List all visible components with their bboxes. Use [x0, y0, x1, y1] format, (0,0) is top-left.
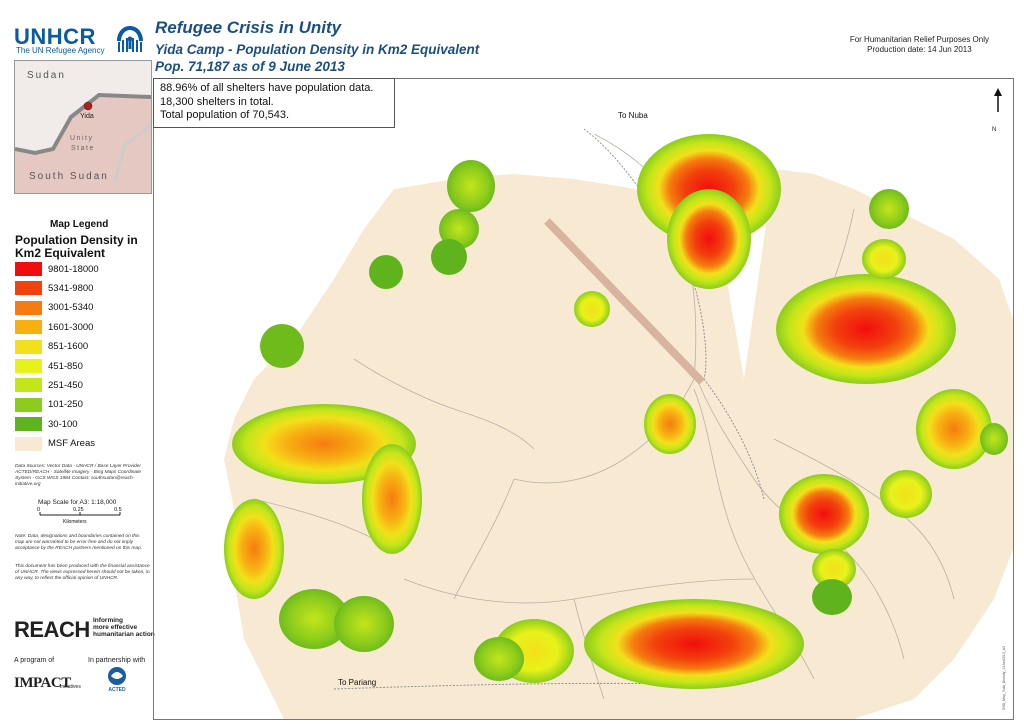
unhcr-logo-text: UNHCR	[14, 24, 96, 49]
production-date: Production date: 14 Jun 2013	[867, 45, 972, 54]
legend-swatch	[15, 281, 42, 296]
acted-logo-icon: ACTED	[108, 667, 126, 693]
scale-label: Map Scale for A3: 1:18,000	[38, 499, 117, 506]
reach-tagline: Informing more effective humanitarian ac…	[93, 617, 155, 638]
purpose-note: For Humanitarian Relief Purposes Only Pr…	[850, 35, 989, 55]
density-map-graphic	[224, 128, 1013, 719]
legend-label: 251-450	[48, 379, 83, 391]
legend-label: 5341-9800	[48, 282, 94, 294]
legend-item: 9801-18000	[15, 262, 99, 276]
scale-bar	[39, 512, 121, 516]
legend-swatch	[15, 339, 42, 354]
legend-item: 30-100	[15, 417, 78, 432]
north-arrow-icon	[994, 88, 1002, 112]
legend-title: Population Density in Km2 Equivalent	[15, 233, 138, 260]
inset-label-south-sudan: South Sudan	[29, 171, 109, 182]
label-to-pariang: To Pariang	[338, 678, 377, 687]
legend-swatch	[15, 397, 42, 412]
legend-item: MSF Areas	[15, 436, 95, 451]
impact-logo: IMPACT	[14, 675, 71, 691]
density-map[interactable]	[153, 78, 1014, 720]
north-label: N	[992, 127, 997, 133]
legend-label: 851-1600	[48, 341, 89, 353]
map-title: Refugee Crisis in Unity	[155, 18, 342, 37]
legend-swatch	[15, 417, 42, 432]
map-subtitle: Yida Camp - Population Density in Km2 Eq…	[155, 42, 480, 57]
legend-heading: Map Legend	[50, 219, 109, 230]
label-to-nuba: To Nuba	[618, 111, 648, 120]
legend-label: 1601-3000	[48, 321, 94, 333]
population-subtitle: Pop. 71,187 as of 9 June 2013	[155, 59, 345, 74]
purpose-text: For Humanitarian Relief Purposes Only	[849, 35, 989, 44]
inset-map-graphic	[15, 61, 151, 193]
reach-tagline-2: more effective	[93, 624, 138, 631]
scale-unit: Kilometers	[63, 519, 87, 525]
legend-item: 101-250	[15, 397, 83, 412]
funding-note: This document has been produced with the…	[15, 564, 150, 581]
legend-swatch	[15, 378, 42, 393]
data-sources-text: Data Sources: Vector Data - UNHCR / Base…	[15, 464, 142, 487]
legend-item: 3001-5340	[15, 300, 94, 315]
inset-label-yida: Yida	[80, 113, 94, 120]
reach-tagline-3: humanitarian action	[93, 631, 155, 638]
inset-label-sudan: Sudan	[27, 70, 66, 81]
map-info-box: 88.96% of all shelters have population d…	[153, 78, 395, 128]
legend-label: 30-100	[48, 418, 78, 430]
info-line-3: Total population of 70,543.	[160, 109, 290, 121]
legend-swatch	[15, 359, 42, 373]
impact-subtitle: Initiatives	[60, 684, 81, 690]
scale-tick-1: 0.25	[73, 507, 84, 513]
legend-item: 1601-3000	[15, 320, 94, 335]
legend-swatch	[15, 262, 42, 276]
legend-label: 9801-18000	[48, 263, 99, 275]
map-side-reference: SSD_Map_Yida_Density_14Jun2013_A3	[1002, 646, 1006, 710]
legend-item: 5341-9800	[15, 281, 94, 296]
reach-logo: REACH	[14, 617, 90, 642]
legend-swatch	[15, 436, 42, 451]
legend-swatch	[15, 320, 42, 335]
info-line-2: 18,300 shelters in total.	[160, 95, 274, 108]
legend-label: 451-850	[48, 360, 83, 372]
disclaimer-note: Note: Data, designations and boundaries …	[15, 534, 143, 551]
unhcr-logo-subtitle: The UN Refugee Agency	[16, 46, 105, 55]
legend-swatch	[15, 300, 42, 315]
legend-item: 251-450	[15, 378, 83, 393]
scale-tick-2: 0.5	[114, 507, 122, 513]
scale-tick-0: 0	[37, 507, 41, 513]
legend-label: 3001-5340	[48, 302, 94, 314]
legend-item: 851-1600	[15, 339, 89, 354]
inset-locator-map: Sudan Yida Unity State South Sudan	[14, 60, 152, 194]
density-clusters	[224, 134, 1008, 689]
inset-label-state-2: State	[71, 145, 95, 152]
reach-tagline-1: Informing	[93, 617, 123, 624]
unhcr-emblem-icon	[117, 26, 143, 52]
inset-label-state: Unity	[70, 135, 94, 142]
partnership-label: In partnership with	[88, 657, 146, 664]
info-line-1: 88.96% of all shelters have population d…	[160, 82, 374, 94]
legend-item: 451-850	[15, 359, 83, 373]
legend-label: 101-250	[48, 399, 83, 411]
legend-label: MSF Areas	[48, 438, 95, 450]
acted-label: ACTED	[108, 687, 126, 693]
program-of-label: A program of	[14, 657, 55, 664]
